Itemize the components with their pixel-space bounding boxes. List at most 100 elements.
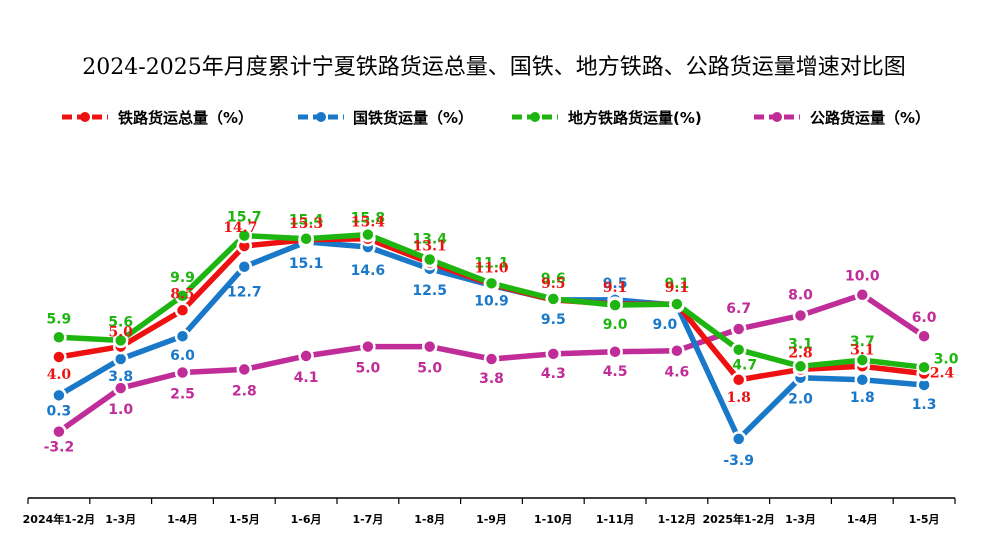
data-point [545,291,562,307]
chart-title: 2024-2025年月度累计宁夏铁路货运总量、国铁、地方铁路、公路货运量增速对比… [82,55,905,80]
x-tick-label: 1-5月 [909,513,940,526]
data-label: 15.1 [289,256,324,272]
data-point [51,423,67,440]
data-label: 11.1 [474,255,509,271]
x-tick-label: 1-10月 [534,513,573,526]
data-label: 9.5 [541,276,565,292]
data-label: 4.0 [47,367,72,383]
x-tick-label: 1-3月 [785,513,816,526]
data-point [112,380,129,396]
data-point [483,275,500,292]
data-label: 2.0 [788,392,813,408]
data-label: 3.8 [479,371,504,387]
data-label: 6.0 [912,310,937,326]
data-label: 9.5 [603,276,628,292]
legend-swatch-marker [772,112,782,122]
data-label: 3.1 [788,336,813,352]
data-label: 15.4 [351,215,385,231]
data-label: 9.6 [541,271,566,287]
data-label: 1.3 [912,397,937,413]
data-point [174,328,191,344]
data-point [730,431,747,447]
data-label: 9.0 [603,317,628,333]
legend-label: 地方铁路货运量(%) [568,109,702,127]
data-label: 8.5 [170,286,194,302]
data-point [792,358,809,375]
data-point [730,372,747,388]
data-label: 14.6 [351,263,386,279]
legend-item-4: 公路货运量（%） [754,109,930,127]
data-point [607,344,623,360]
data-label: 5.9 [46,311,71,327]
data-label: 11.0 [474,260,508,276]
data-label: 1.8 [727,390,751,406]
data-point [360,226,376,243]
data-label: 8.0 [788,287,813,303]
data-label: 4.1 [294,370,319,386]
x-tick-label: 1-11月 [596,513,635,526]
legend-label: 铁路货运总量（%） [118,109,253,127]
data-point [236,227,253,244]
data-point [112,351,129,367]
x-tick-label: 1-12月 [658,513,697,526]
data-point [669,342,685,359]
x-tick-label: 1-5月 [229,513,260,526]
data-label: 9.5 [541,312,566,328]
data-point [854,286,871,303]
data-label: 6.0 [170,348,195,364]
legend-swatch-marker [530,112,540,122]
data-point [792,307,809,324]
data-label: 15.8 [351,211,386,227]
data-label: 15.3 [289,216,323,232]
data-label: 5.0 [355,361,380,377]
legend: 铁路货运总量（%） 国铁货运量（%） 地方铁路货运量(%) 公路货运量（%） [62,109,930,127]
data-label: 3.7 [850,334,875,350]
data-label: 13.1 [413,239,447,255]
data-point [51,329,67,346]
legend-item-3: 地方铁路货运量(%) [512,109,702,127]
data-labels: -3.2 1.0 2.5 2.8 4.1 5.0 5.0 3.8 4.3 4.5 4.6 6.7 8.0… [44,210,959,469]
data-label: 12.7 [227,285,262,301]
data-label: 12.5 [412,283,447,299]
x-tick-label: 2025年1-2月 [702,512,775,526]
data-point [421,251,438,268]
data-label: 15.7 [227,210,262,226]
data-label: 15.4 [289,213,324,229]
data-label: 10.9 [474,293,509,309]
data-point [112,332,129,349]
data-label: 3.0 [934,351,959,367]
data-label: 3.8 [108,369,133,385]
data-point [669,296,685,312]
data-label: 10.0 [845,269,880,285]
data-point [298,230,314,247]
x-tick-label: 1-4月 [167,513,198,526]
data-point [360,338,376,355]
data-label: 3.1 [850,342,874,358]
data-label: 5.0 [417,361,442,377]
legend-swatch-marker [80,112,90,122]
x-tick-label: 1-8月 [414,513,445,526]
legend-item-2: 国铁货运量（%） [298,109,473,127]
x-tick-label: 2024年1-2月 [23,512,96,526]
data-label: 4.5 [603,364,628,380]
data-label: 13.4 [412,231,447,247]
x-tick-label: 1-7月 [352,513,383,526]
data-point [174,288,191,304]
data-label: 4.6 [664,365,689,381]
data-label: 1.0 [108,402,133,418]
data-point [174,364,191,381]
data-label: 4.7 [732,358,757,374]
data-label: -3.9 [723,453,754,469]
legend-label: 国铁货运量（%） [353,109,473,127]
data-point [730,321,747,337]
data-label: 4.3 [541,366,566,382]
data-point [916,359,932,376]
data-label: -3.2 [44,440,75,456]
x-tick-label: 1-9月 [476,513,507,526]
x-tick-label: 1-3月 [105,513,136,526]
data-point [421,338,438,355]
data-label: 6.7 [726,301,751,317]
data-point [545,346,562,362]
x-axis: 2024年1-2月 1-3月 1-4月 1-5月 1-6月 1-7月 1-8月 1-9月 1-1… [23,497,956,526]
